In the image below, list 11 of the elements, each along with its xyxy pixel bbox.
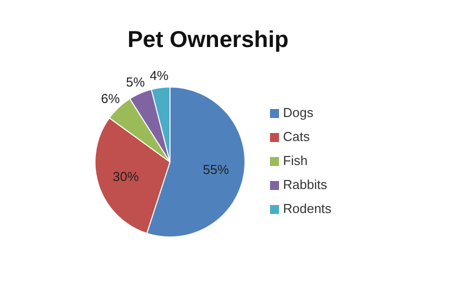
data-label: 55% — [202, 162, 230, 177]
legend-label: Fish — [283, 152, 308, 168]
chart-title: Pet Ownership — [126, 26, 290, 53]
data-label: 30% — [112, 168, 140, 184]
legend-label: Rabbits — [283, 176, 328, 192]
legend-label: Cats — [283, 128, 310, 144]
data-label: 6% — [101, 91, 120, 106]
legend-label: Dogs — [283, 104, 314, 120]
legend-label: Rodents — [283, 200, 332, 216]
data-label: 5% — [126, 74, 146, 90]
data-label: 4% — [150, 68, 169, 84]
